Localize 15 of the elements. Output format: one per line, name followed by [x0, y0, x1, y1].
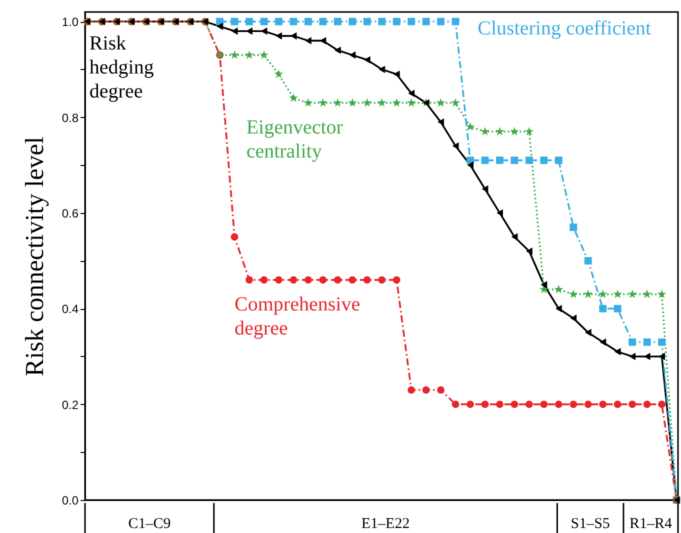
series-label: Clustering coefficient: [478, 18, 652, 40]
series-label: Risk hedging degree: [89, 32, 154, 103]
text: S1–S5: [570, 516, 610, 532]
y-tick-label: 0.6: [62, 206, 79, 220]
text: R1–R4: [629, 516, 672, 532]
y-tick-label: 0.2: [62, 398, 79, 412]
series-label: Comprehensive degree: [234, 293, 360, 340]
y-tick-label: 0.4: [62, 302, 79, 316]
y-axis-title: Risk connectivity level: [20, 136, 49, 376]
y-tick-label: 0.8: [62, 110, 79, 125]
y-tick-label: 1.0: [62, 15, 79, 30]
y-tick-label: 0.0: [62, 494, 79, 508]
text: E1–E22: [361, 516, 410, 532]
text: C1–C9: [128, 516, 171, 532]
series-label: Eigenvector centrality: [246, 116, 344, 162]
